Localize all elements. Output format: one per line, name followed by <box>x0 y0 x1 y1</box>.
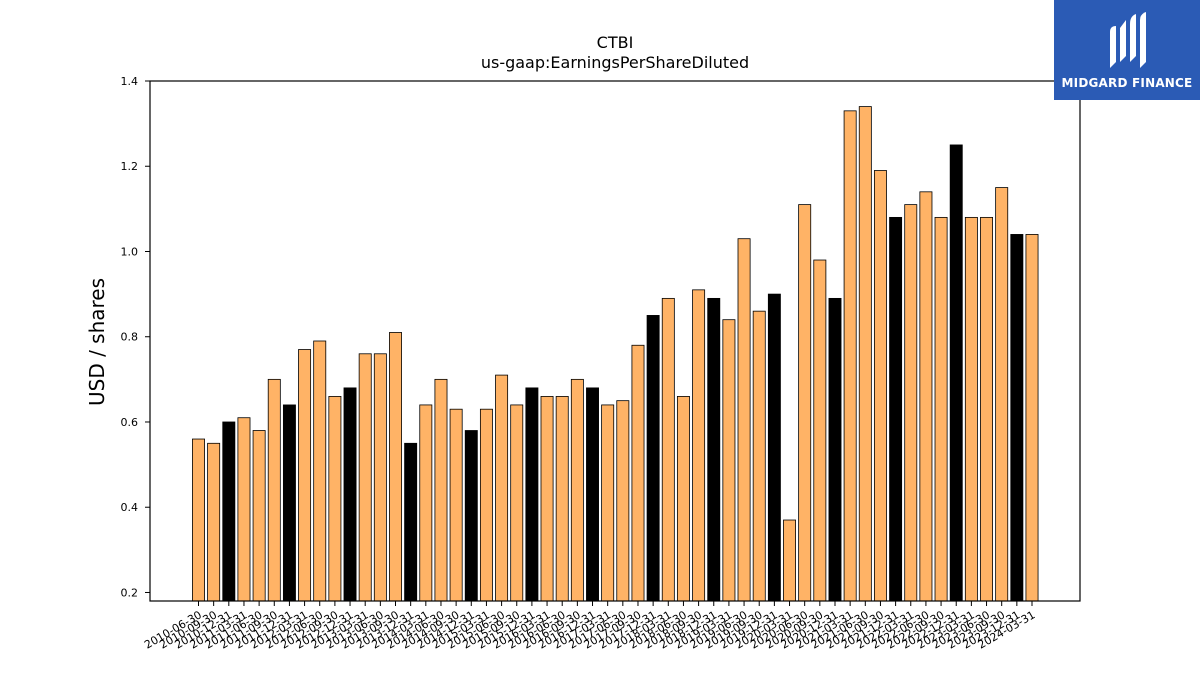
midgard-logo-icon <box>1110 12 1146 68</box>
y-tick-label: 1.4 <box>121 75 139 88</box>
y-tick-label: 1.2 <box>121 160 139 173</box>
bar-2011-12-31 <box>282 404 296 602</box>
chart-title: CTBI <box>597 33 634 52</box>
y-tick-label: 0.6 <box>121 416 139 429</box>
bar-2023-12-31 <box>1010 234 1024 602</box>
bar-2020-12-31 <box>828 297 842 602</box>
bar-2013-12-31 <box>404 442 418 602</box>
bar-2012-06-30 <box>313 340 327 602</box>
bar-2022-06-30 <box>919 191 933 602</box>
brand-name: MIDGARD FINANCE <box>1061 76 1193 90</box>
bar-2020-06-30 <box>798 204 812 602</box>
bar-2013-03-31 <box>358 353 372 602</box>
bar-2012-03-31 <box>298 349 312 602</box>
bar-2022-03-31 <box>904 204 918 602</box>
brand-logo: MIDGARD FINANCE <box>1054 0 1200 100</box>
bar-2023-06-30 <box>980 216 993 602</box>
bar-2021-12-31 <box>889 216 903 602</box>
chart-subtitle: us-gaap:EarningsPerShareDiluted <box>481 53 749 72</box>
bar-2015-12-31 <box>525 387 539 602</box>
bar-2013-09-30 <box>389 332 402 602</box>
bar-2012-12-31 <box>343 387 357 602</box>
plot-frame <box>149 80 1081 602</box>
bar-2012-09-30 <box>328 396 342 602</box>
bar-2013-06-30 <box>373 353 387 602</box>
bar-2022-09-30 <box>934 216 948 602</box>
bars-group <box>192 106 1039 602</box>
bar-2023-03-31 <box>964 216 978 602</box>
bar-2021-06-30 <box>858 106 872 602</box>
bar-2022-12-31 <box>949 144 963 602</box>
x-axis-ticks: 2010-06-302010-09-302010-12-312011-03-31… <box>142 601 1038 652</box>
bar-2023-09-30 <box>995 187 1009 602</box>
bar-2015-06-30 <box>495 374 509 602</box>
bar-2019-03-31 <box>722 319 736 602</box>
y-axis-ticks: 0.2 0.4 0.6 0.8 1.0 1.2 1.4 <box>121 75 150 599</box>
bar-2016-09-30 <box>570 378 584 602</box>
bar-2017-12-31 <box>646 315 660 602</box>
y-axis-label: USD / shares <box>85 278 109 406</box>
bar-2010-06-30 <box>192 438 205 602</box>
bar-2016-12-31 <box>586 387 599 602</box>
y-tick-label: 1.0 <box>121 245 139 258</box>
bar-2010-12-31 <box>222 421 236 602</box>
bar-2015-09-30 <box>510 404 524 602</box>
bar-2019-09-30 <box>752 310 766 602</box>
bar-2014-09-30 <box>449 408 463 602</box>
bar-2020-03-31 <box>783 519 796 602</box>
y-tick-label: 0.4 <box>121 501 139 514</box>
bar-2011-03-31 <box>237 417 251 602</box>
y-tick-label: 0.8 <box>121 331 139 344</box>
bar-2020-09-30 <box>813 259 827 602</box>
bar-2018-03-31 <box>661 297 675 602</box>
bar-2014-06-30 <box>434 378 448 602</box>
bar-2019-12-31 <box>767 293 781 602</box>
bar-2014-12-31 <box>464 430 478 602</box>
bar-2018-12-31 <box>707 297 721 602</box>
bar-2017-06-30 <box>616 400 630 602</box>
bar-2015-03-31 <box>479 408 493 602</box>
bar-2014-03-31 <box>419 404 433 602</box>
bar-2017-09-30 <box>631 344 645 602</box>
bar-2016-06-30 <box>555 396 569 602</box>
bar-2019-06-30 <box>737 238 751 602</box>
bar-2010-09-30 <box>207 442 221 602</box>
bar-2024-03-31 <box>1025 234 1039 602</box>
bar-2011-06-30 <box>252 430 266 602</box>
bar-2017-03-31 <box>601 404 615 602</box>
bar-2018-06-30 <box>676 396 690 602</box>
bar-2021-09-30 <box>873 170 887 602</box>
bar-2016-03-31 <box>540 396 554 602</box>
y-tick-label: 0.2 <box>121 586 139 599</box>
bar-2011-09-30 <box>267 378 281 602</box>
bar-2018-09-30 <box>692 289 706 602</box>
bar-2021-03-31 <box>843 110 857 602</box>
